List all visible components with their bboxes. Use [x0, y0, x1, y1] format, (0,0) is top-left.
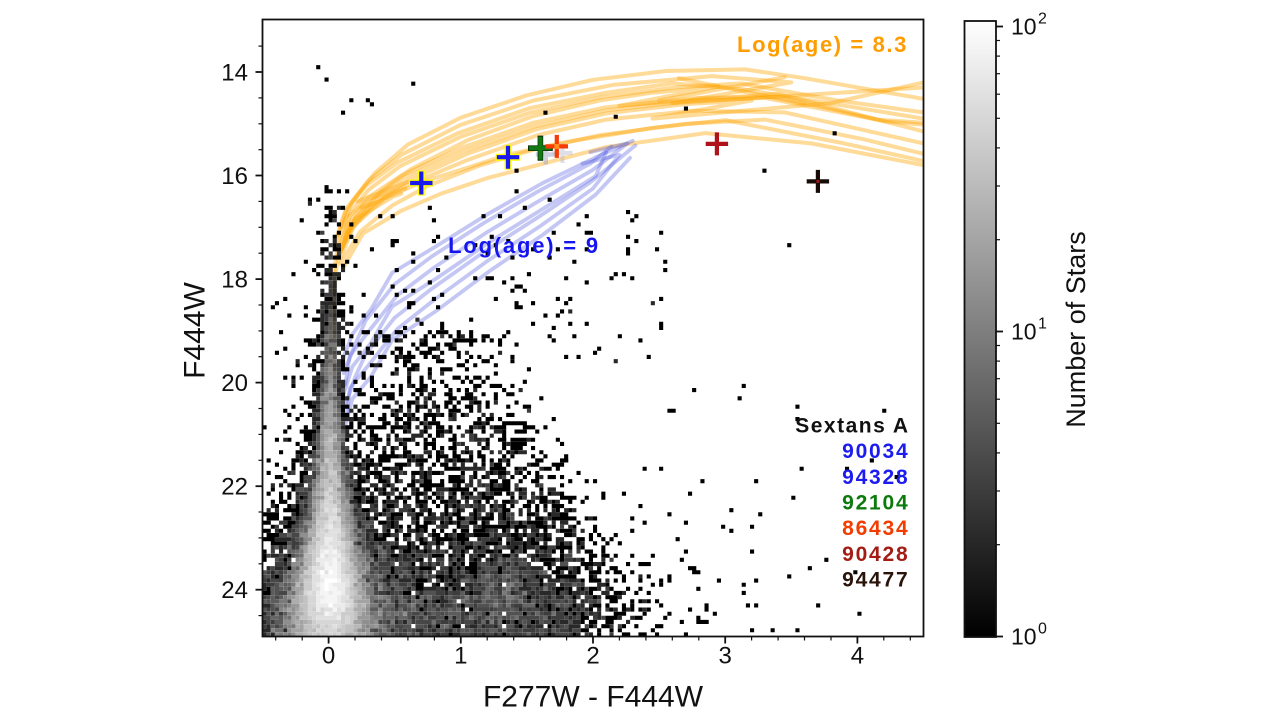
svg-text:1: 1	[454, 643, 467, 670]
svg-text:16: 16	[221, 163, 248, 190]
svg-text:2: 2	[586, 643, 599, 670]
svg-text:Sextans A: Sextans A	[795, 414, 909, 437]
svg-text:94328: 94328	[842, 466, 909, 489]
svg-text:10: 10	[1011, 319, 1037, 345]
svg-text:86434: 86434	[842, 517, 909, 540]
svg-text:22: 22	[221, 474, 248, 501]
svg-text:92104: 92104	[842, 492, 909, 515]
svg-text:Log(age) = 9: Log(age) = 9	[448, 233, 600, 258]
svg-text:3: 3	[719, 643, 732, 670]
svg-text:0: 0	[322, 643, 335, 670]
svg-text:90034: 90034	[842, 440, 909, 463]
svg-text:94477: 94477	[842, 569, 909, 592]
svg-text:4: 4	[851, 643, 864, 670]
svg-text:18: 18	[221, 267, 248, 294]
svg-text:2: 2	[1038, 11, 1047, 28]
svg-text:1: 1	[1038, 316, 1047, 333]
svg-text:F444W: F444W	[179, 281, 212, 378]
svg-text:10: 10	[1011, 14, 1037, 40]
svg-text:20: 20	[221, 370, 248, 397]
svg-text:10: 10	[1011, 624, 1037, 650]
svg-text:14: 14	[221, 60, 248, 87]
svg-text:0: 0	[1038, 621, 1047, 638]
svg-text:Number of Stars: Number of Stars	[1061, 231, 1091, 428]
svg-text:24: 24	[221, 577, 248, 604]
svg-text:Log(age) = 8.3: Log(age) = 8.3	[737, 32, 908, 57]
svg-text:90428: 90428	[842, 543, 909, 566]
svg-text:F277W - F444W: F277W - F444W	[483, 681, 704, 714]
